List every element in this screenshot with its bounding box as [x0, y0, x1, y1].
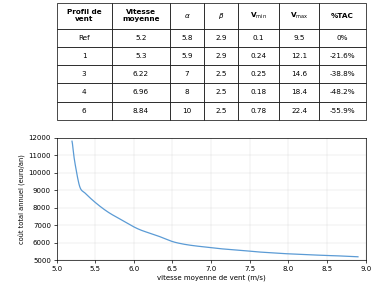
Y-axis label: coût total annuel (euro/an): coût total annuel (euro/an): [19, 154, 26, 244]
X-axis label: vitesse moyenne de vent (m/s): vitesse moyenne de vent (m/s): [157, 275, 265, 281]
